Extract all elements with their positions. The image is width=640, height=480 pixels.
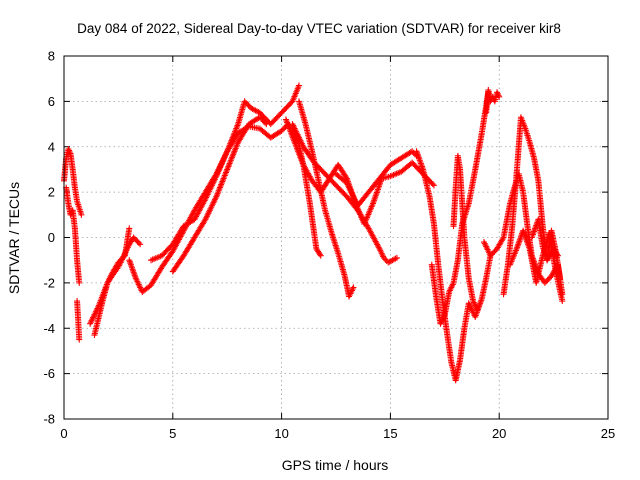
track-point <box>135 239 142 246</box>
chart-title: Day 084 of 2022, Sidereal Day-to-day VTE… <box>77 21 561 36</box>
track-point <box>488 251 495 258</box>
data-point <box>317 252 324 259</box>
track-point <box>260 118 267 125</box>
track-point <box>258 115 265 122</box>
x-tick-label: 10 <box>274 426 288 441</box>
x-tick-label: 20 <box>492 426 506 441</box>
y-tick-label: 8 <box>48 49 55 64</box>
x-tick-label: 5 <box>169 426 176 441</box>
track-point <box>544 277 551 284</box>
data-point <box>393 254 400 261</box>
y-tick-label: -2 <box>43 275 55 290</box>
y-tick-label: 6 <box>48 94 55 109</box>
track-point <box>279 126 286 133</box>
data-point <box>76 279 83 286</box>
x-tick-label: 25 <box>601 426 615 441</box>
data-point <box>76 336 83 343</box>
track-point <box>134 238 141 245</box>
track-point <box>131 235 138 242</box>
data-point <box>296 82 303 89</box>
y-axis-label: SDTVAR / TECUs <box>6 182 22 294</box>
plot-frame <box>63 55 609 420</box>
data-point <box>241 98 248 105</box>
track-point <box>245 102 252 109</box>
data-point <box>559 298 566 305</box>
track-point <box>259 116 266 123</box>
data-point <box>137 241 144 248</box>
data-point <box>126 225 133 232</box>
track-point <box>543 278 550 285</box>
track-point <box>244 101 251 108</box>
track-point <box>499 235 506 242</box>
tick-layer: 0 5 10 15 20 25 -8 -6 -4 -2 0 2 4 6 8 <box>43 49 615 442</box>
track-point <box>242 99 249 106</box>
track-point <box>490 249 497 256</box>
track-point <box>281 125 288 132</box>
y-tick-label: -4 <box>43 321 55 336</box>
track-point <box>116 258 123 265</box>
track-point <box>262 119 269 126</box>
x-tick-label: 0 <box>60 426 67 441</box>
data-point <box>263 121 270 128</box>
data-point <box>78 211 85 218</box>
data-point <box>256 114 263 121</box>
data-point <box>130 234 137 241</box>
track-point <box>429 181 436 188</box>
y-tick-label: 0 <box>48 230 55 245</box>
data-point <box>430 182 437 189</box>
data-point <box>557 275 564 282</box>
y-tick-label: 4 <box>48 139 55 154</box>
data-points <box>61 82 566 384</box>
data-point <box>541 279 548 286</box>
track-point <box>119 255 126 262</box>
data-point <box>496 93 503 100</box>
x-tick-label: 15 <box>383 426 397 441</box>
y-tick-label: -6 <box>43 366 55 381</box>
track-point <box>316 251 323 258</box>
data-point <box>474 307 481 314</box>
data-point <box>278 127 285 134</box>
track-point <box>491 248 498 255</box>
data-point <box>487 252 494 259</box>
track-point <box>407 149 414 156</box>
x-axis-label: GPS time / hours <box>282 457 389 473</box>
track-point <box>545 275 552 282</box>
y-tick-label: -8 <box>43 412 55 427</box>
data-point <box>115 259 122 266</box>
data-point <box>350 284 357 291</box>
track-point <box>133 237 140 244</box>
track-point <box>118 256 125 263</box>
y-tick-label: 2 <box>48 185 55 200</box>
